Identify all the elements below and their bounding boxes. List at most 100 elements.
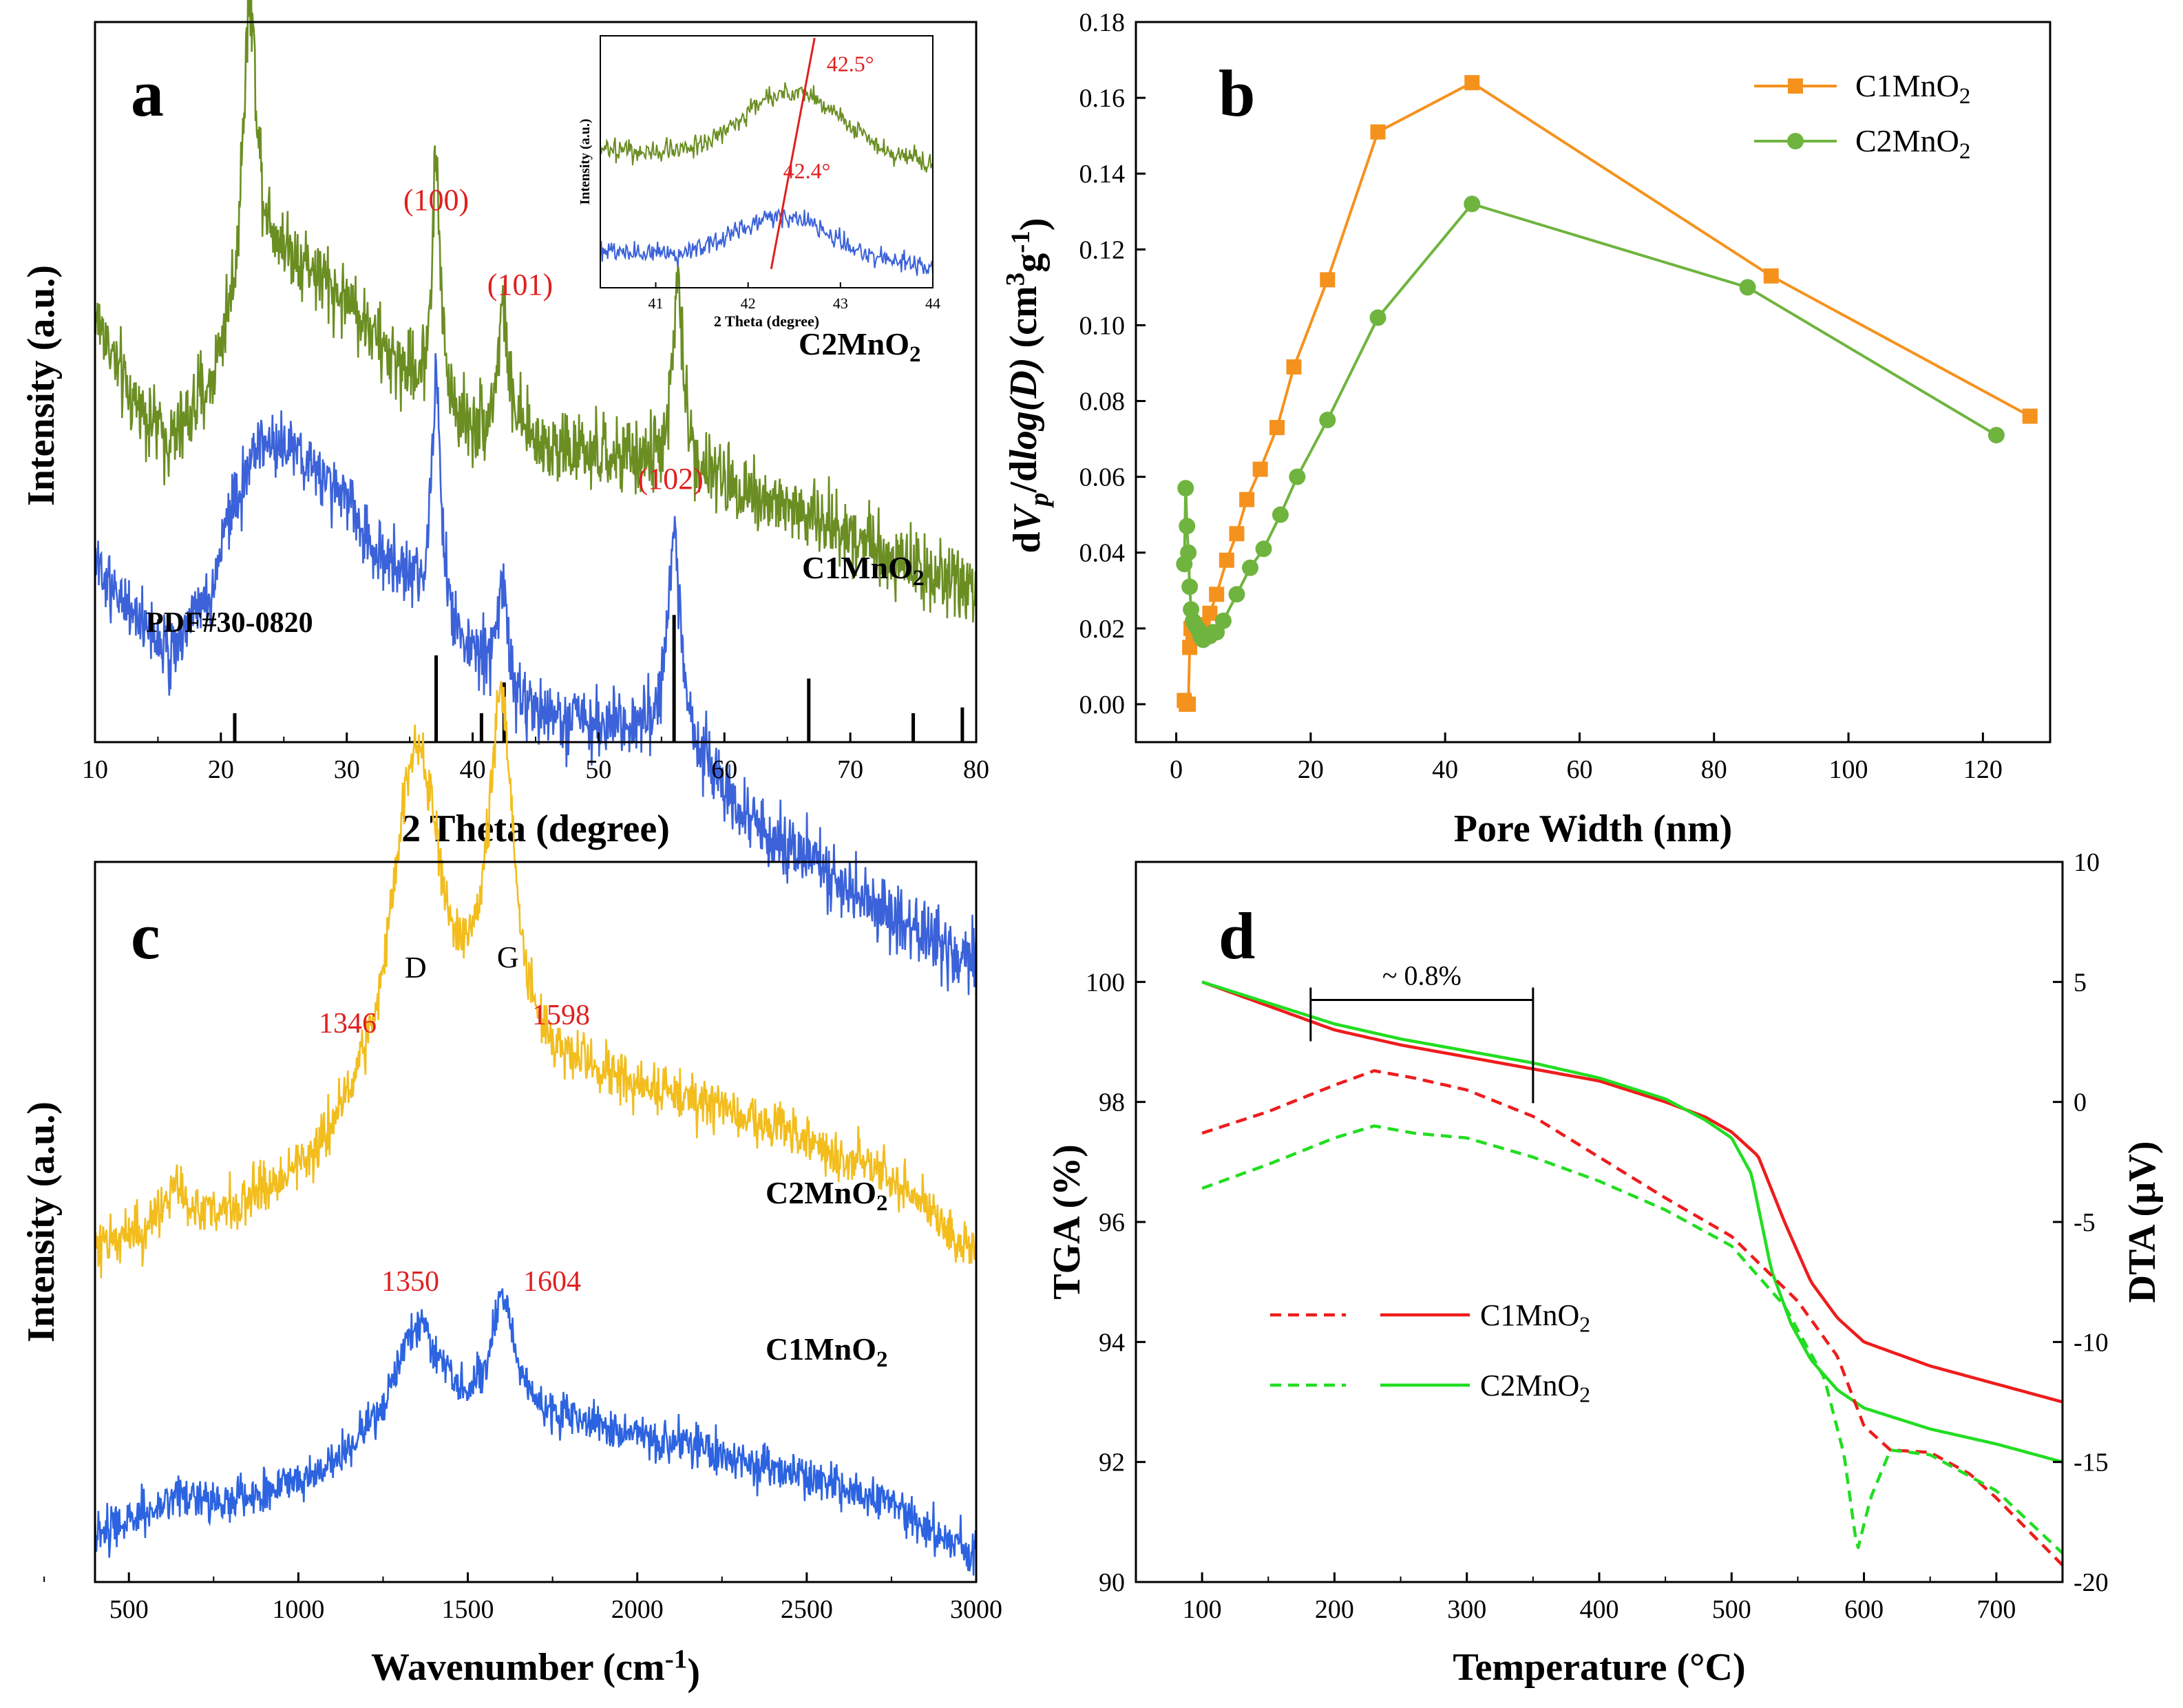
plot-frame (94, 861, 978, 1583)
x-tick-label: 80 (963, 755, 989, 784)
x-tick-label: 3000 (950, 1595, 1002, 1624)
plot-frame (1135, 21, 2052, 744)
panel-label: d (1219, 899, 1255, 973)
peak-value-label: 1604 (523, 1266, 581, 1298)
reference-label: PDF#30-0820 (146, 607, 313, 639)
data-point (1369, 309, 1386, 326)
series-label-c2mno2-main: C2MnO (766, 1175, 876, 1210)
x-tick-label: 40 (1432, 755, 1458, 784)
series-line-C2MnO2 (1183, 202, 1997, 642)
y-tick-label: 0.12 (1079, 235, 1126, 264)
inset-x-tick-label: 42 (741, 295, 756, 312)
y-tick-label: 0.08 (1079, 388, 1126, 417)
peak-label: (101) (487, 268, 553, 302)
data-point (1464, 196, 1481, 213)
y-left-tick-label: 90 (1099, 1568, 1125, 1597)
x-tick-label: 200 (1315, 1595, 1354, 1624)
x-axis-label: 2 Theta (degree) (401, 808, 670, 850)
data-point (1286, 359, 1302, 375)
y-label-part: V (1006, 503, 1048, 531)
y-tick-label: 0.18 (1079, 8, 1126, 37)
y-left-tick-label: 92 (1099, 1448, 1125, 1477)
y-label-part: 3 (1000, 273, 1030, 286)
panel-label: b (1219, 56, 1255, 130)
legend-label-C2MnO2-main: C2MnO (1855, 123, 1959, 158)
x-tick-label: 80 (1701, 755, 1727, 784)
legend-label-C1MnO2-sub: 2 (1959, 83, 1971, 109)
x-tick-label: 100 (1829, 755, 1868, 784)
y-right-tick-label: -15 (2074, 1448, 2109, 1477)
y-label-part: log(D) (1002, 357, 1045, 460)
x-axis-label: Temperature (°C) (1453, 1646, 1745, 1689)
series-label-c1mno2-sub: 2 (876, 1347, 888, 1372)
inset-y-label: Intensity (a.u.) (578, 118, 593, 204)
y-tick-label: 0.06 (1079, 463, 1126, 492)
y-tick-label: 0.00 (1079, 690, 1126, 719)
y-axis-label: Intensity (a.u.) (20, 1101, 63, 1342)
data-point (1320, 272, 1336, 288)
data-point (1209, 587, 1225, 602)
inset-plot: 42.5° 42.4° 41 42 43 44 2 Theta (degree) Intens… (578, 35, 940, 330)
y-left-axis-label: TGA (%) (1046, 1144, 1088, 1300)
data-point (1464, 75, 1480, 91)
data-point (1255, 540, 1272, 558)
y-right-tick-label: -5 (2074, 1208, 2096, 1237)
inset-x-label: 2 Theta (degree) (714, 313, 819, 330)
x-tick-label: 30 (334, 755, 360, 784)
curve-C2MnO2-DTA (1201, 1124, 2064, 1554)
x-tick-label: 2500 (781, 1595, 833, 1624)
peak-value-label: 1346 (319, 1008, 377, 1040)
peak-label: (102) (637, 462, 703, 496)
data-point (1202, 605, 1218, 621)
x-tick-label: 70 (837, 755, 863, 784)
x-label-sup: -1 (665, 1644, 688, 1674)
y-label-part: (cm (1002, 286, 1045, 357)
series-label-c1mno2-sub: 2 (913, 565, 925, 591)
y-left-tick-label: 100 (1086, 968, 1125, 997)
x-label-end: ) (687, 1652, 700, 1694)
series-label-c1mno2-main: C1MnO (766, 1331, 876, 1367)
panel-label: a (131, 56, 164, 130)
series-label-c1mno2: C1MnO2 (766, 1331, 888, 1372)
x-tick-label: 600 (1844, 1595, 1884, 1624)
y-tick-label: 0.10 (1079, 311, 1126, 340)
data-point (1289, 468, 1306, 485)
inset-trace-C2MnO2 (600, 82, 934, 173)
legend-label-C1MnO2: C1MnO2 (1855, 68, 1970, 109)
series-label-c1mno2: C1MnO2 (802, 550, 925, 591)
series-label-c2mno2-sub: 2 (876, 1190, 888, 1216)
y-right-tick-label: 0 (2074, 1088, 2087, 1117)
series-label-c1mno2-main: C1MnO (802, 550, 913, 585)
x-label-main: Wavenumber (cm (371, 1646, 665, 1689)
y-right-tick-label: 5 (2074, 968, 2087, 997)
y-left-tick-label: 96 (1099, 1208, 1125, 1237)
x-tick-label: 60 (711, 755, 737, 784)
annotation-label: ~ 0.8% (1382, 960, 1462, 991)
x-tick-label: 1500 (442, 1595, 494, 1624)
x-tick-label: 40 (460, 755, 486, 784)
data-point (1182, 640, 1198, 655)
series-label-c2mno2-sub: 2 (909, 341, 921, 367)
x-tick-label: 2000 (611, 1595, 664, 1624)
y-right-tick-label: 10 (2074, 848, 2100, 877)
legend-label-C2MnO2: C2MnO2 (1855, 123, 1970, 164)
series-label-c2mno2: C2MnO2 (799, 326, 921, 367)
x-tick-label: 50 (585, 755, 611, 784)
y-right-axis-label: DTA (µV) (2121, 1141, 2164, 1303)
x-tick-label: 20 (208, 755, 234, 784)
inset-trace-C1MnO2 (600, 208, 934, 276)
raman-trace-C1MnO2 (94, 1288, 978, 1576)
x-tick-label: 500 (109, 1595, 149, 1624)
inset-annotation: 42.5° (827, 52, 874, 76)
peak-label: (100) (403, 183, 469, 217)
peak-value-label: 1598 (532, 1000, 590, 1031)
x-tick-label: 400 (1580, 1595, 1619, 1624)
legend-label-C1MnO: C1MnO2 (1480, 1298, 1590, 1337)
panel-b: 0 20 40 60 80 100 120 0.00 0.02 0.04 0.06 0.08 0.10 0… (1000, 8, 2052, 850)
y-tick-label: 0.16 (1079, 84, 1126, 113)
x-axis-label: Pore Width (nm) (1454, 808, 1732, 850)
curve-C2MnO2-TGA (1201, 980, 2063, 1464)
y-label-part: ) (1013, 218, 1055, 231)
legend-label-C2MnO2-sub: 2 (1959, 138, 1971, 164)
